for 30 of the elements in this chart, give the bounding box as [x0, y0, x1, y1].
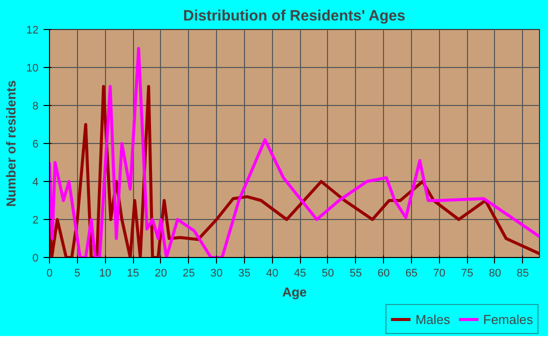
x-tick-label: 70: [433, 268, 446, 280]
y-tick-label: 0: [32, 252, 39, 264]
legend-label: Males: [415, 312, 450, 326]
y-tick-label: 4: [32, 176, 39, 188]
chart-title: Distribution of Residents' Ages: [183, 8, 406, 24]
x-tick-label: 5: [74, 268, 80, 280]
y-tick-label: 12: [26, 24, 39, 36]
y-tick-label: 10: [26, 62, 39, 74]
x-tick-label: 30: [210, 268, 223, 280]
y-axis-title: Number of residents: [3, 80, 18, 207]
x-tick-label: 85: [516, 268, 529, 280]
legend-label: Females: [483, 312, 533, 326]
x-tick-label: 80: [488, 268, 502, 280]
x-tick-label: 35: [238, 268, 251, 280]
x-tick-label: 55: [350, 268, 362, 280]
x-tick-label: 10: [99, 268, 112, 280]
x-tick-label: 25: [182, 268, 195, 280]
x-tick-label: 40: [266, 268, 278, 280]
x-tick-label: 15: [126, 268, 140, 280]
x-tick-label: 50: [322, 268, 334, 280]
y-tick-label: 8: [32, 100, 39, 112]
x-tick-label: 60: [377, 268, 390, 280]
x-tick-label: 0: [46, 268, 53, 280]
x-tick-label: 75: [460, 268, 474, 280]
x-tick-label: 20: [154, 268, 167, 280]
y-tick-label: 2: [32, 214, 39, 226]
x-tick-label: 45: [294, 268, 306, 280]
x-axis-title: Age: [282, 284, 307, 300]
x-tick-label: 65: [405, 268, 418, 280]
y-tick-label: 6: [32, 138, 39, 150]
